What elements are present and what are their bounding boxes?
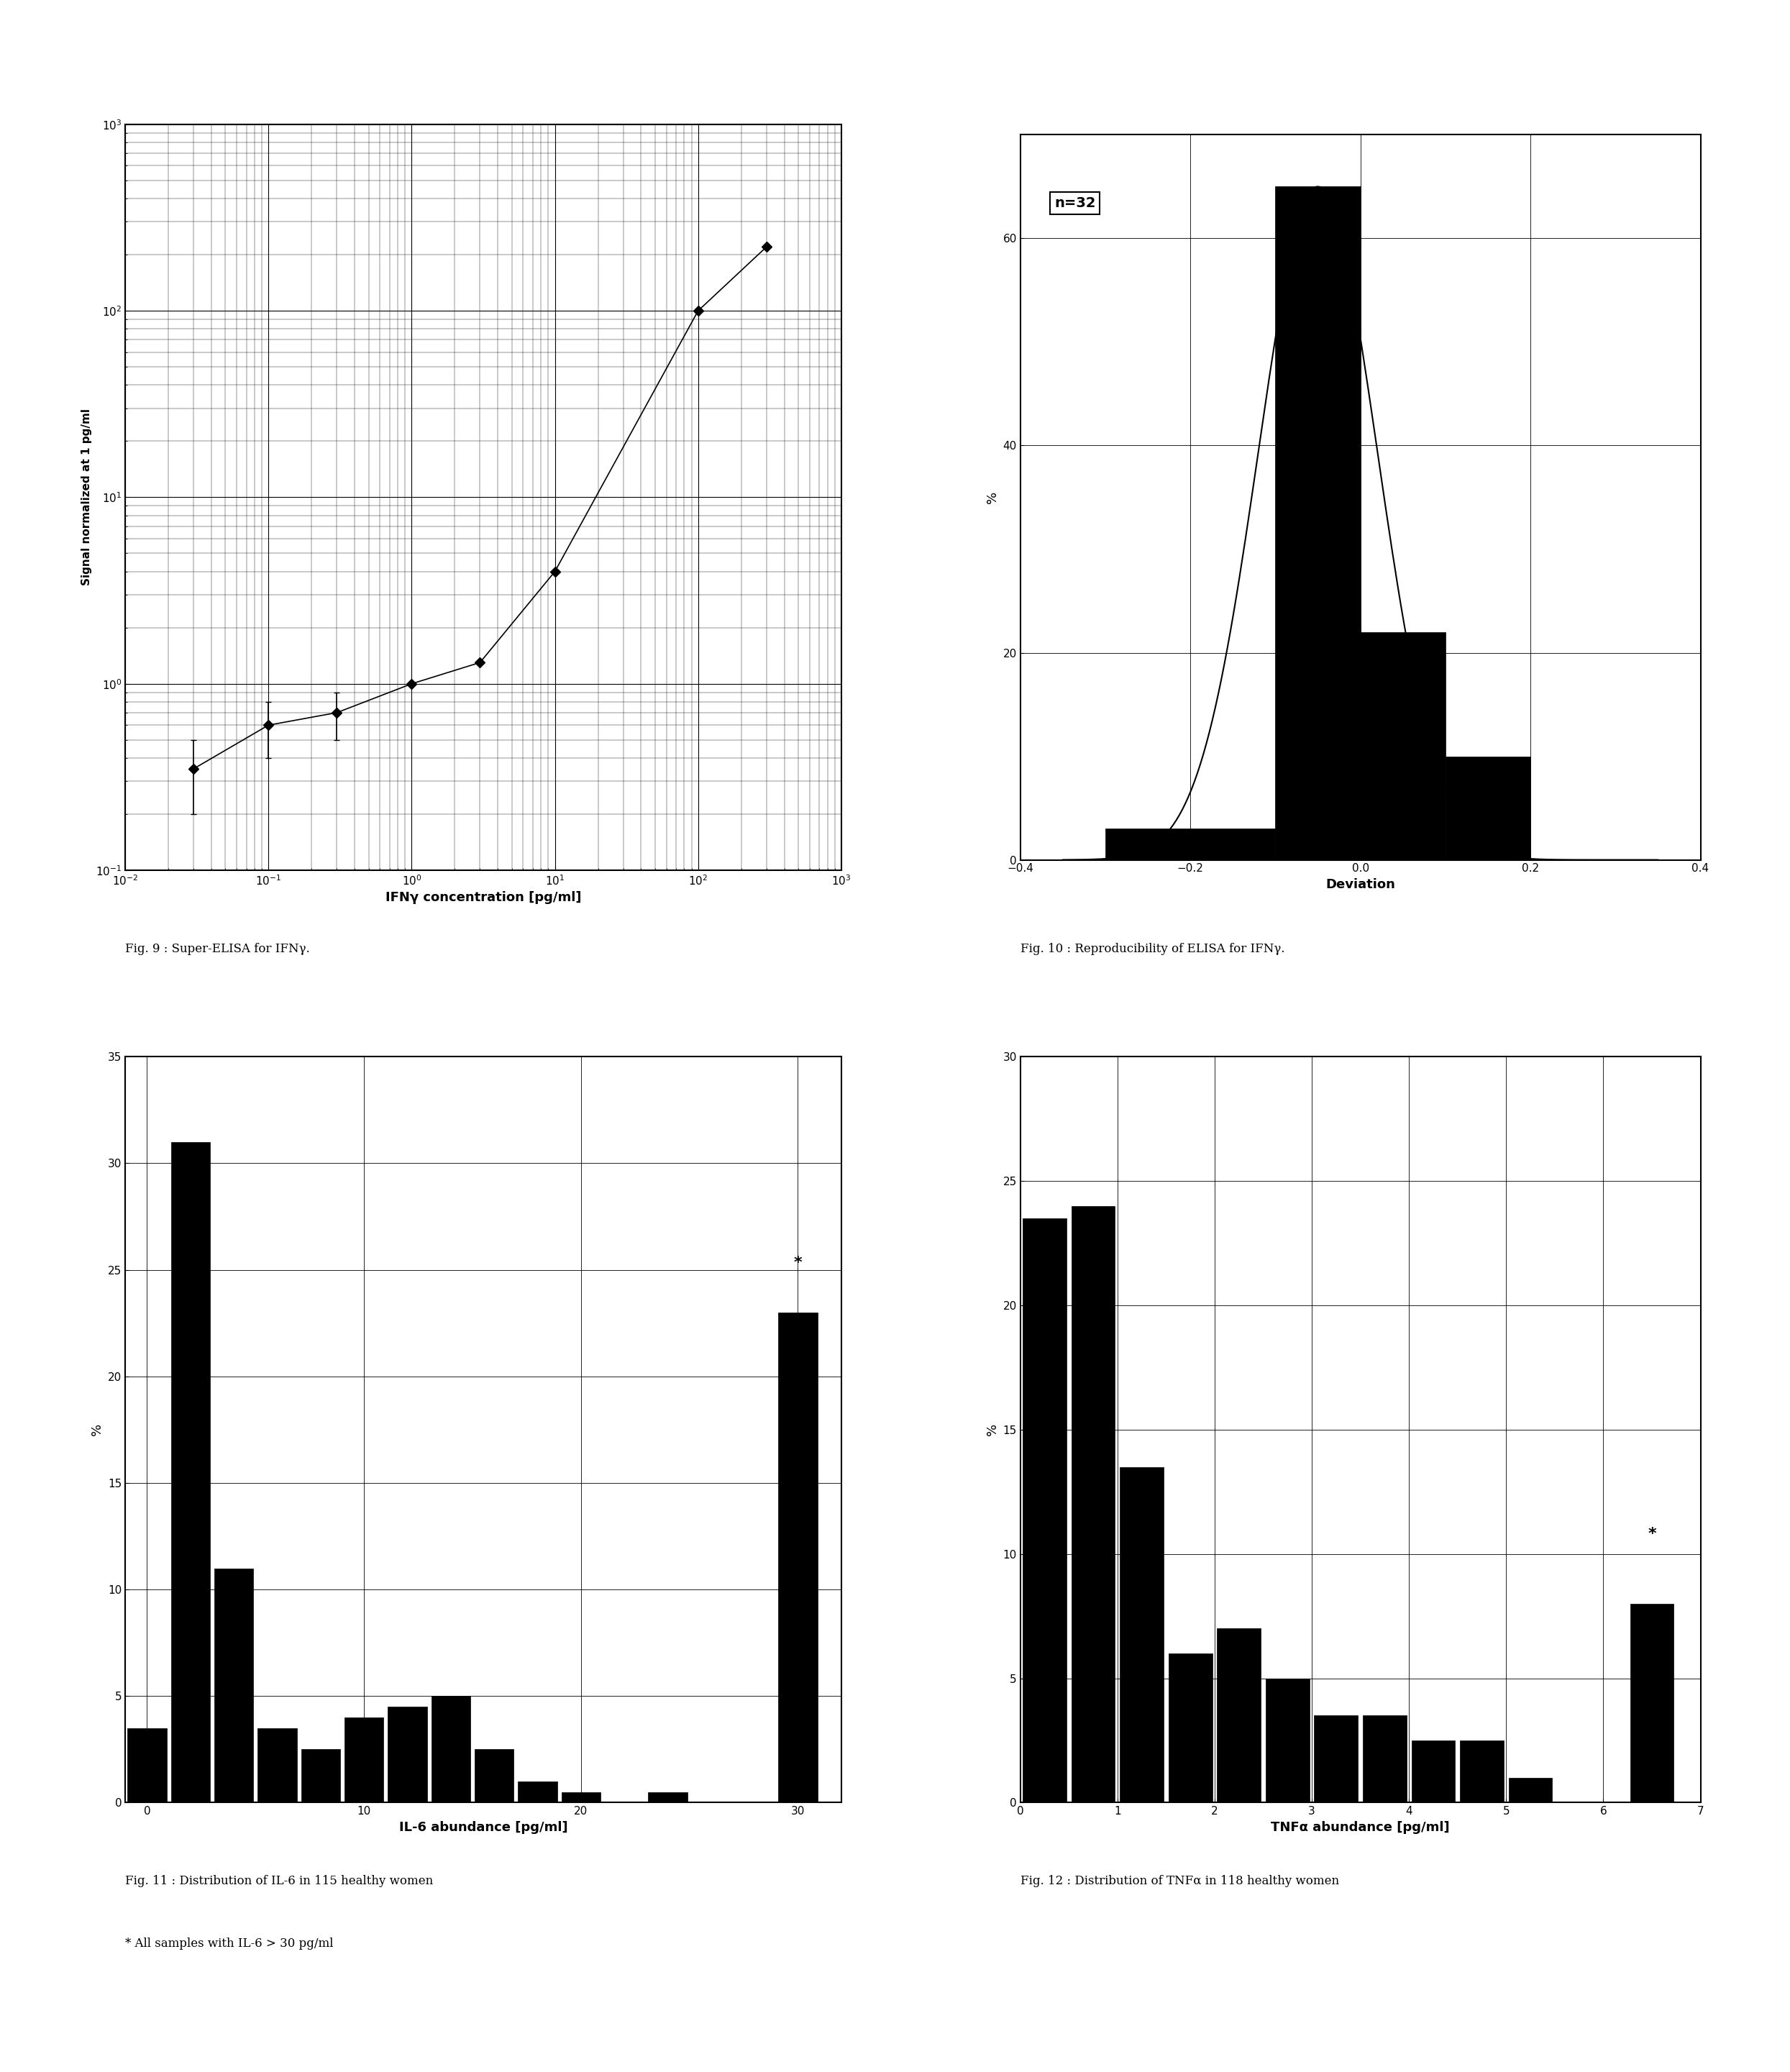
X-axis label: IL-6 abundance [pg/ml]: IL-6 abundance [pg/ml] <box>399 1821 567 1834</box>
Text: * All samples with IL-6 > 30 pg/ml: * All samples with IL-6 > 30 pg/ml <box>125 1937 333 1950</box>
Bar <box>215 1569 254 1803</box>
Bar <box>258 1728 297 1803</box>
Bar <box>1022 1218 1067 1803</box>
Text: *: * <box>1649 1527 1656 1542</box>
Bar <box>474 1749 514 1803</box>
Bar <box>1411 1740 1455 1803</box>
Bar <box>1445 756 1530 860</box>
Bar <box>1104 829 1274 860</box>
Bar <box>1070 1206 1115 1803</box>
Y-axis label: %: % <box>986 491 999 503</box>
Bar <box>779 1312 818 1803</box>
Text: n=32: n=32 <box>1054 197 1095 209</box>
Text: Fig. 9 : Super-ELISA for IFNγ.: Fig. 9 : Super-ELISA for IFNγ. <box>125 943 310 955</box>
Bar <box>1266 1678 1308 1803</box>
Bar <box>562 1792 600 1803</box>
Bar <box>170 1142 209 1803</box>
Bar <box>344 1718 383 1803</box>
Text: Fig. 10 : Reproducibility of ELISA for IFNγ.: Fig. 10 : Reproducibility of ELISA for I… <box>1020 943 1285 955</box>
X-axis label: TNFα abundance [pg/ml]: TNFα abundance [pg/ml] <box>1271 1821 1450 1834</box>
Bar <box>1217 1629 1260 1803</box>
Y-axis label: Signal normalized at 1 pg/ml: Signal normalized at 1 pg/ml <box>81 408 91 586</box>
Bar <box>431 1697 471 1803</box>
Text: Fig. 11 : Distribution of IL-6 in 115 healthy women: Fig. 11 : Distribution of IL-6 in 115 he… <box>125 1875 433 1888</box>
Text: Fig. 12 : Distribution of TNFα in 118 healthy women: Fig. 12 : Distribution of TNFα in 118 he… <box>1020 1875 1339 1888</box>
Bar <box>648 1792 687 1803</box>
Bar <box>1360 632 1445 860</box>
Y-axis label: %: % <box>91 1423 104 1436</box>
Y-axis label: %: % <box>986 1423 999 1436</box>
Bar <box>1509 1778 1552 1803</box>
X-axis label: IFNγ concentration [pg/ml]: IFNγ concentration [pg/ml] <box>385 891 582 903</box>
Bar <box>1461 1740 1504 1803</box>
Bar <box>1362 1716 1407 1803</box>
Text: *: * <box>793 1256 802 1270</box>
Bar <box>1121 1467 1164 1803</box>
Bar <box>1274 186 1360 860</box>
X-axis label: Deviation: Deviation <box>1326 879 1394 891</box>
Bar <box>388 1707 426 1803</box>
Bar <box>127 1728 166 1803</box>
Bar <box>301 1749 340 1803</box>
Bar <box>1314 1716 1359 1803</box>
Bar <box>1631 1604 1674 1803</box>
Bar <box>1169 1653 1212 1803</box>
Bar <box>517 1782 557 1803</box>
